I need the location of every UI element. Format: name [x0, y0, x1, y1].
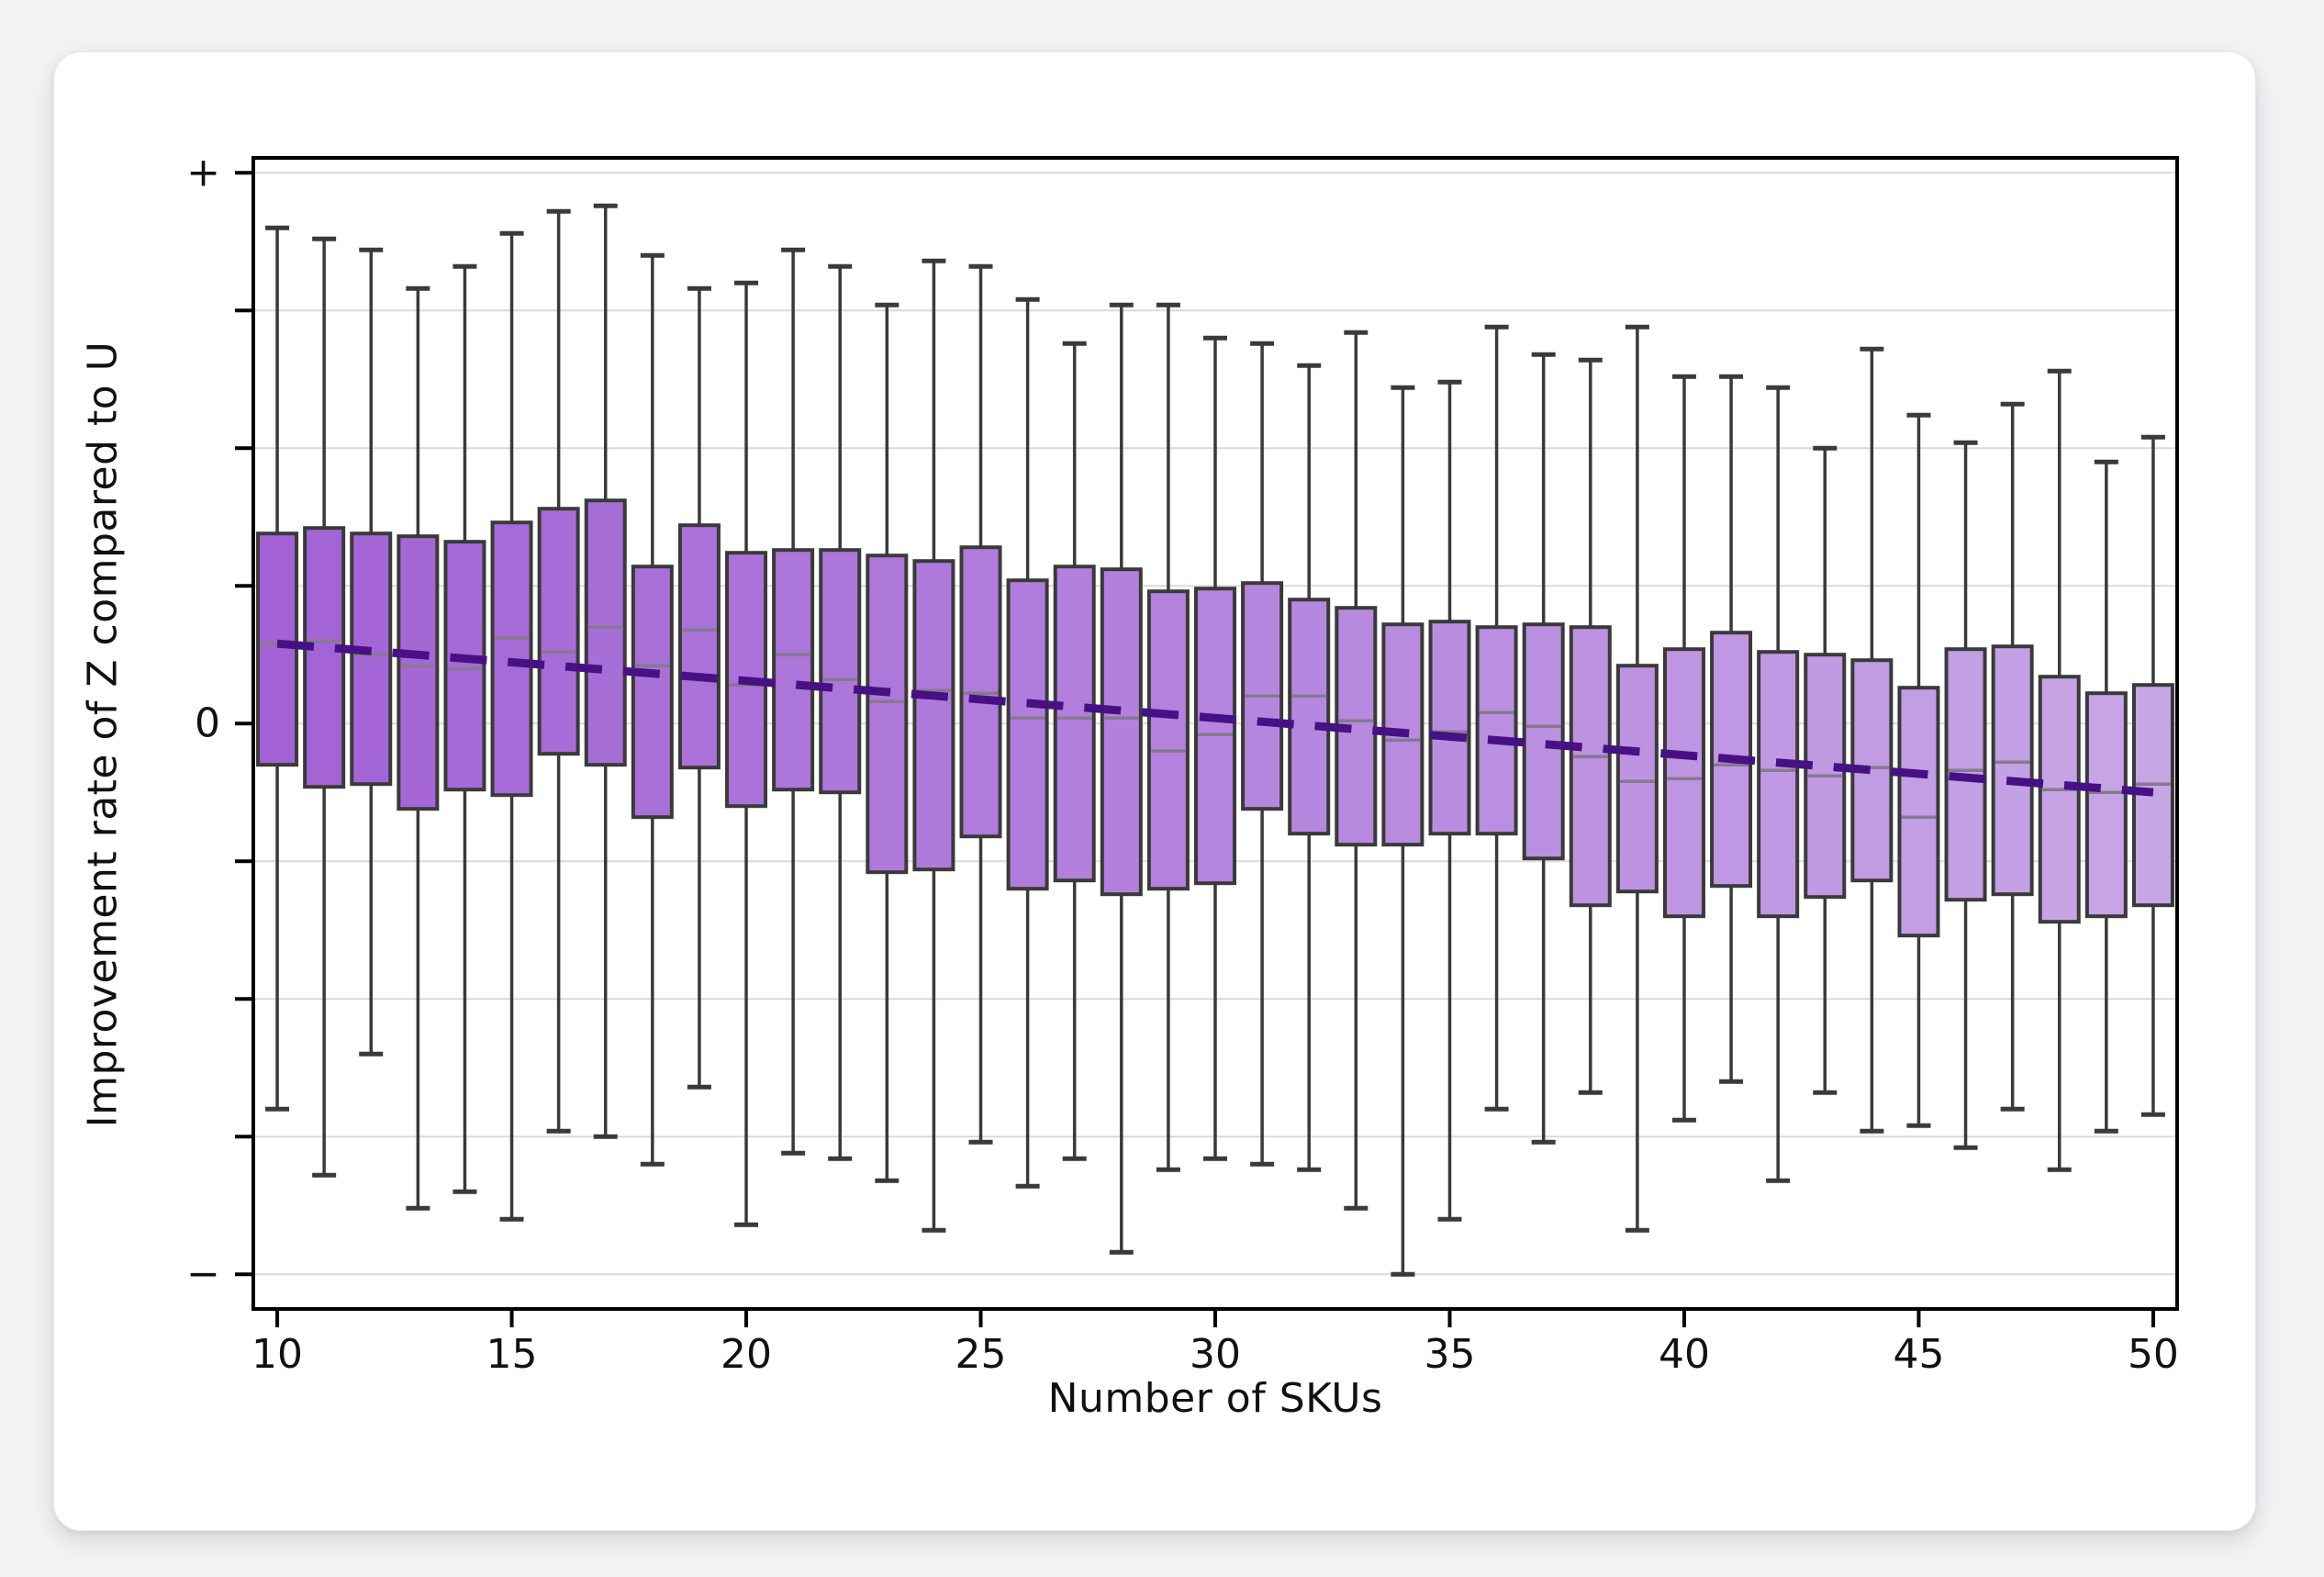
box	[2084, 691, 2128, 919]
box	[537, 507, 580, 756]
box	[1662, 647, 1705, 919]
box	[1897, 686, 1940, 938]
box	[1615, 664, 1659, 894]
box	[2038, 675, 2081, 924]
x-tick-label: 30	[1190, 1331, 1241, 1378]
x-tick-label: 45	[1893, 1331, 1944, 1378]
box	[584, 498, 627, 767]
x-tick-label: 10	[251, 1331, 303, 1378]
box	[1475, 625, 1518, 836]
box	[1569, 625, 1612, 908]
x-tick-label: 40	[1659, 1331, 1710, 1378]
box	[1053, 565, 1096, 883]
x-tick-label: 20	[721, 1331, 772, 1378]
x-tick-label: 50	[2128, 1331, 2179, 1378]
y-tick-label: −	[186, 1251, 220, 1298]
box	[256, 531, 299, 767]
box	[677, 523, 721, 770]
box	[397, 534, 440, 811]
x-tick-label: 35	[1424, 1331, 1475, 1378]
box	[1757, 650, 1800, 919]
box	[303, 526, 346, 789]
x-tick-label: 25	[955, 1331, 1007, 1378]
box	[1288, 598, 1331, 836]
y-tick-label: +	[186, 150, 220, 196]
box	[350, 531, 393, 787]
box	[443, 540, 486, 792]
x-axis-label: Number of SKUs	[1047, 1375, 1383, 1422]
box	[912, 559, 955, 872]
box	[1006, 578, 1049, 891]
y-tick-label: 0	[195, 700, 220, 747]
box	[631, 565, 674, 820]
y-axis-label: Improvement rate of Z compared to U	[79, 341, 127, 1128]
box	[1991, 644, 2034, 897]
trend-line	[276, 639, 2154, 797]
box	[819, 548, 862, 795]
box	[1146, 589, 1190, 891]
box	[1428, 620, 1471, 836]
box	[866, 554, 909, 875]
x-tick-label: 15	[486, 1331, 538, 1378]
box	[772, 548, 815, 792]
box	[1100, 567, 1143, 897]
